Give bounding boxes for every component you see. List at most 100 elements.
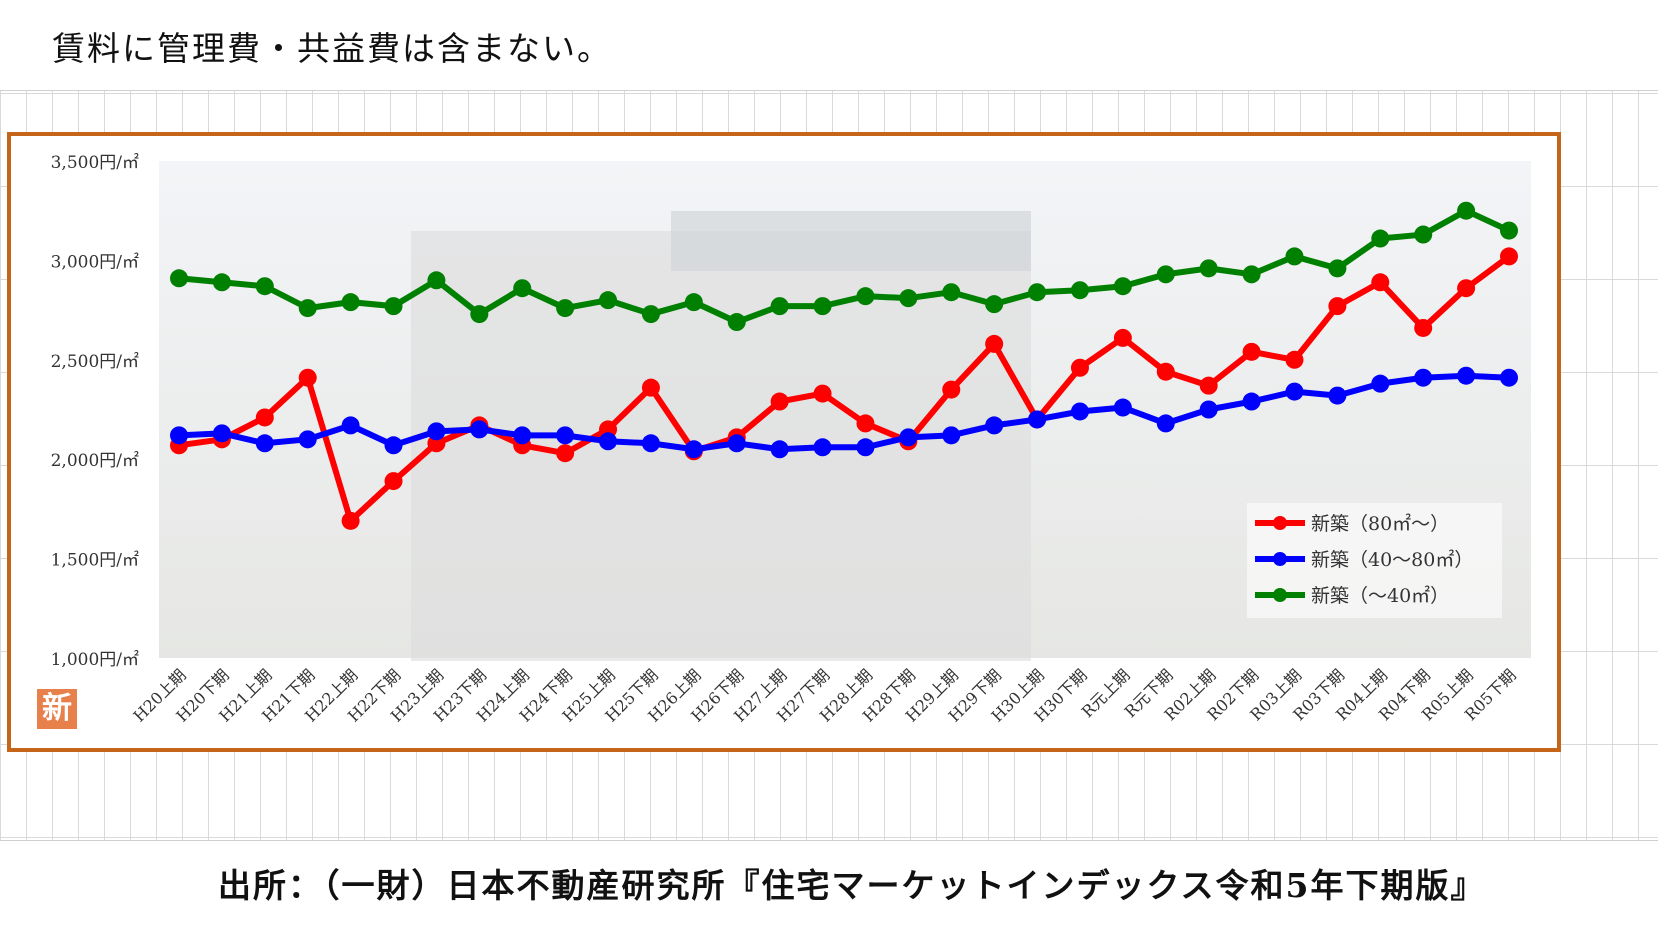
series-2-point bbox=[427, 271, 446, 290]
series-1-point bbox=[985, 416, 1004, 435]
series-2-point bbox=[513, 279, 532, 298]
note-row: 賃料に管理費・共益費は含まない。 bbox=[0, 0, 1658, 91]
series-2-point bbox=[942, 283, 961, 302]
series-2-point bbox=[813, 297, 832, 316]
series-2-point bbox=[1414, 225, 1433, 244]
series-0-point bbox=[1199, 376, 1218, 395]
series-1-point bbox=[684, 440, 703, 459]
series-1-point bbox=[856, 438, 875, 457]
series-2-point bbox=[1371, 229, 1390, 248]
series-0-point bbox=[1500, 247, 1518, 266]
series-0-point bbox=[1070, 358, 1089, 377]
source-text: 出所：（一財）日本不動産研究所『住宅マーケットインデックス令和5年下期版』 bbox=[218, 866, 1486, 905]
series-2-point bbox=[298, 299, 317, 318]
series-2-point bbox=[470, 305, 489, 324]
series-2-point bbox=[1028, 283, 1047, 302]
series-1-point bbox=[384, 436, 403, 455]
series-0-point bbox=[384, 472, 403, 491]
series-0-point bbox=[856, 414, 875, 433]
series-2-point bbox=[985, 295, 1004, 314]
series-1-point bbox=[298, 430, 317, 449]
source-row: 出所：（一財）日本不動産研究所『住宅マーケットインデックス令和5年下期版』 bbox=[0, 840, 1658, 935]
new-badge: 新 bbox=[37, 689, 77, 729]
series-0-point bbox=[341, 511, 360, 530]
legend-marker-0 bbox=[1273, 516, 1287, 530]
series-1-point bbox=[513, 426, 532, 445]
series-1-point bbox=[942, 426, 961, 445]
legend-marker-1 bbox=[1273, 552, 1287, 566]
series-1-point bbox=[1199, 400, 1218, 419]
series-0-point bbox=[770, 392, 789, 411]
series-1-point bbox=[470, 420, 489, 439]
series-0-point bbox=[985, 334, 1004, 353]
series-2-point bbox=[599, 291, 618, 310]
series-0-point bbox=[813, 384, 832, 403]
series-0-point bbox=[1457, 279, 1476, 298]
note-text: 賃料に管理費・共益費は含まない。 bbox=[52, 29, 612, 68]
series-1-point bbox=[770, 440, 789, 459]
series-2-point bbox=[684, 293, 703, 312]
series-0-point bbox=[1371, 273, 1390, 292]
series-2-point bbox=[1070, 281, 1089, 300]
series-1-point bbox=[813, 438, 832, 457]
series-0-point bbox=[1414, 318, 1433, 337]
series-1-point bbox=[1328, 386, 1347, 405]
series-2-point bbox=[1199, 259, 1218, 278]
series-2-point bbox=[1156, 265, 1175, 284]
series-1-point bbox=[899, 428, 918, 447]
series-1-point bbox=[1457, 366, 1476, 385]
series-2-point bbox=[341, 293, 360, 312]
series-0-point bbox=[556, 444, 575, 463]
series-1-point bbox=[1156, 414, 1175, 433]
series-1-point bbox=[1371, 374, 1390, 393]
series-2-point bbox=[212, 273, 231, 292]
series-2-point bbox=[770, 297, 789, 316]
series-1-point bbox=[212, 424, 231, 443]
series-2-point bbox=[1242, 265, 1261, 284]
series-1-point bbox=[427, 422, 446, 441]
series-0-point bbox=[1113, 328, 1132, 347]
series-1-point bbox=[170, 426, 188, 445]
series-2-point bbox=[384, 297, 403, 316]
series-1-point bbox=[341, 416, 360, 435]
chart-frame[interactable]: 1,000円/㎡ 1,500円/㎡ 2,000円/㎡ 2,500円/㎡ 3,000円/㎡… bbox=[7, 132, 1561, 752]
series-0-point bbox=[1285, 350, 1304, 369]
series-2-point bbox=[1328, 259, 1347, 278]
background-building-roof bbox=[671, 211, 1031, 271]
legend-label-1: 新築（40～80㎡） bbox=[1311, 548, 1473, 571]
series-0-point bbox=[1242, 342, 1261, 361]
series-2-point bbox=[255, 277, 274, 296]
legend-label-2: 新築（～40㎡） bbox=[1311, 584, 1449, 607]
series-0-point bbox=[641, 378, 660, 397]
series-0-point bbox=[942, 380, 961, 399]
series-0-point bbox=[1156, 362, 1175, 381]
series-2-point bbox=[1285, 247, 1304, 266]
legend-label-0: 新築（80㎡～） bbox=[1311, 512, 1449, 535]
y-tick-label: 1,000円/㎡ bbox=[51, 650, 139, 670]
series-2-point bbox=[899, 289, 918, 308]
series-1-point bbox=[727, 434, 746, 453]
series-0-point bbox=[255, 408, 274, 427]
series-1-point bbox=[1285, 382, 1304, 401]
series-1-point bbox=[1414, 368, 1433, 387]
series-1-point bbox=[1500, 368, 1518, 387]
series-0-point bbox=[1328, 297, 1347, 316]
series-2-point bbox=[727, 313, 746, 332]
series-2-point bbox=[856, 287, 875, 306]
series-1-point bbox=[255, 434, 274, 453]
rent-line-chart: 1,000円/㎡ 1,500円/㎡ 2,000円/㎡ 2,500円/㎡ 3,000円/㎡… bbox=[51, 153, 1531, 726]
series-1-point bbox=[1242, 392, 1261, 411]
series-1-point bbox=[556, 426, 575, 445]
series-0-point bbox=[298, 368, 317, 387]
y-tick-label: 3,000円/㎡ bbox=[51, 252, 139, 272]
y-tick-label: 3,500円/㎡ bbox=[51, 153, 139, 173]
y-tick-label: 2,000円/㎡ bbox=[51, 451, 139, 471]
series-1-point bbox=[1113, 398, 1132, 417]
y-tick-label: 2,500円/㎡ bbox=[51, 352, 139, 372]
series-2-point bbox=[641, 305, 660, 324]
series-2-point bbox=[556, 299, 575, 318]
legend-marker-2 bbox=[1273, 588, 1287, 602]
y-tick-label: 1,500円/㎡ bbox=[51, 551, 139, 571]
series-2-point bbox=[170, 269, 188, 288]
series-2-point bbox=[1113, 277, 1132, 296]
